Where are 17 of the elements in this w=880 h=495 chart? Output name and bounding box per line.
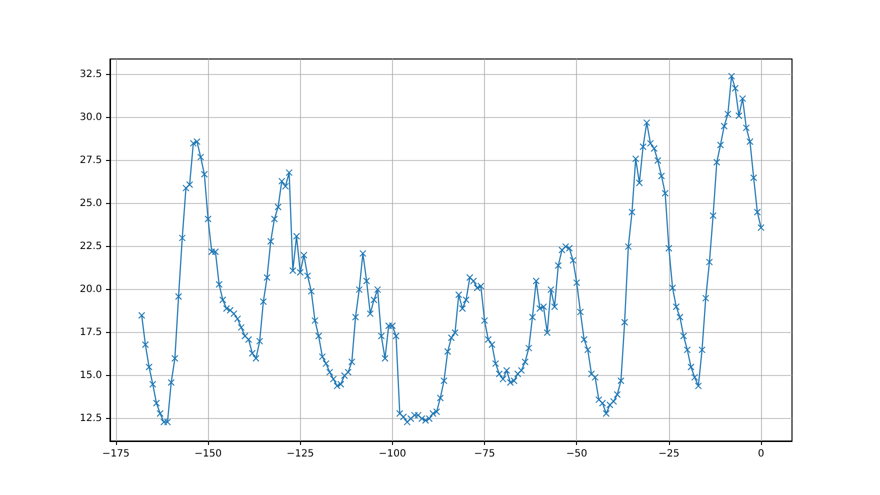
y-tick-label: 32.5	[80, 68, 102, 80]
y-tick-label: 25.0	[80, 198, 102, 210]
y-tick-label: 15.0	[80, 370, 102, 382]
y-tick-label: 22.5	[80, 241, 102, 252]
x-tick-label: −100	[378, 448, 406, 460]
x-tick-label: −25	[658, 448, 680, 460]
y-tick-label: 20.0	[80, 284, 102, 296]
y-tick-label: 12.5	[80, 413, 102, 424]
x-tick-label: −75	[474, 448, 496, 460]
x-tick-label: −125	[286, 448, 314, 460]
y-tick-label: 27.5	[80, 155, 102, 166]
x-tick-label: −175	[102, 448, 130, 460]
y-tick-label: 17.5	[80, 327, 102, 338]
x-tick-label: 0	[758, 448, 764, 460]
x-tick-label: −50	[566, 448, 588, 460]
y-tick-label: 30.0	[80, 112, 102, 124]
x-tick-label: −150	[194, 448, 222, 460]
